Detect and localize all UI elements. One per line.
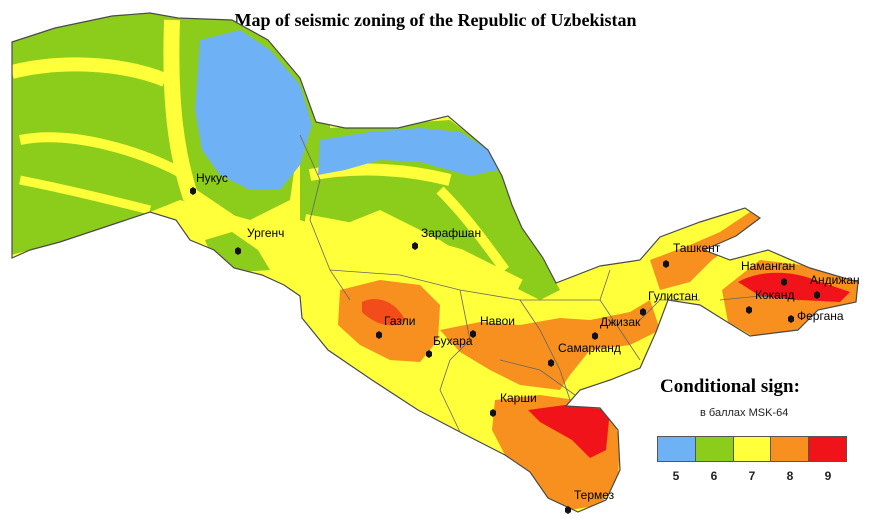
city-label: Фергана xyxy=(797,309,844,323)
legend-swatch-7 xyxy=(733,437,772,461)
zone-9-fergana xyxy=(738,272,850,302)
city-label: Карши xyxy=(500,391,537,405)
legend-label-6: 6 xyxy=(710,469,718,483)
zone-7-band-6 xyxy=(303,214,523,291)
legend-color-bar xyxy=(657,436,847,462)
city-marker-icon xyxy=(640,308,646,316)
zone-7-band-2 xyxy=(19,132,188,180)
city-gazli[interactable]: Газли xyxy=(376,314,415,339)
city-bukhara[interactable]: Бухара xyxy=(426,334,473,358)
legend-swatch-6 xyxy=(695,437,734,461)
zone-7-band-1 xyxy=(12,57,168,87)
city-marker-icon xyxy=(548,359,554,367)
city-marker-icon xyxy=(746,306,752,314)
city-navoi[interactable]: Навои xyxy=(470,314,515,338)
legend-label-7: 7 xyxy=(748,469,756,483)
city-markers: Нукус Ургенч Зарафшан Газли Навои Бухара xyxy=(190,171,860,514)
city-label: Газли xyxy=(384,314,415,328)
city-marker-icon xyxy=(470,330,476,338)
zone-9-south xyxy=(528,405,610,458)
city-urgench[interactable]: Ургенч xyxy=(235,226,284,255)
city-karshi[interactable]: Карши xyxy=(490,391,537,417)
legend-swatch-5 xyxy=(658,437,696,461)
city-samarkand[interactable]: Самарканд xyxy=(548,341,621,367)
legend-label-9: 9 xyxy=(824,469,832,483)
zone-5-kyzylkum xyxy=(318,128,498,176)
city-marker-icon xyxy=(426,350,432,358)
city-tashkent[interactable]: Ташкент xyxy=(663,241,721,268)
legend-subtitle: в баллах MSK-64 xyxy=(700,407,789,419)
city-label: Гулистан xyxy=(648,289,698,303)
city-marker-icon xyxy=(235,247,241,255)
city-label: Андижан xyxy=(810,273,860,287)
city-label: Джизак xyxy=(600,315,641,329)
city-termez[interactable]: Термез xyxy=(565,488,615,514)
city-marker-icon xyxy=(190,187,196,195)
city-label: Навои xyxy=(480,314,515,328)
city-marker-icon xyxy=(565,506,571,514)
zone-7-band-7 xyxy=(436,186,510,273)
city-label: Коканд xyxy=(755,288,794,302)
city-marker-icon xyxy=(781,278,787,286)
city-marker-icon xyxy=(376,331,382,339)
legend-label-5: 5 xyxy=(672,469,680,483)
country-border xyxy=(11,12,859,513)
city-marker-icon xyxy=(490,409,496,417)
city-label: Термез xyxy=(574,488,615,502)
city-marker-icon xyxy=(788,315,794,323)
city-label: Бухара xyxy=(433,334,473,348)
zone-5-aral xyxy=(195,30,312,190)
legend-swatch-9 xyxy=(809,437,846,461)
city-label: Зарафшан xyxy=(421,226,481,240)
legend-title: Conditional sign: xyxy=(660,376,800,397)
city-marker-icon xyxy=(412,242,418,250)
city-andijan[interactable]: Андижан xyxy=(810,273,860,299)
city-label: Самарканд xyxy=(558,341,621,355)
zone-9-gazli xyxy=(362,299,405,326)
legend-labels: 5 6 7 8 9 xyxy=(657,469,847,483)
city-label: Ургенч xyxy=(247,226,284,240)
city-jizzakh[interactable]: Джизак xyxy=(592,315,641,340)
city-marker-icon xyxy=(592,332,598,340)
zone-7-band-3 xyxy=(19,175,152,215)
zone-7-band-4 xyxy=(163,19,235,229)
city-nukus[interactable]: Нукус xyxy=(190,171,228,195)
region-boundaries xyxy=(299,134,801,433)
legend-label-8: 8 xyxy=(786,469,794,483)
city-fergana[interactable]: Фергана xyxy=(788,309,844,323)
city-label: Наманган xyxy=(741,259,795,273)
city-kokand[interactable]: Коканд xyxy=(746,288,794,314)
city-label: Нукус xyxy=(196,171,228,185)
zone-8-samarkand xyxy=(440,300,660,390)
map-title: Map of seismic zoning of the Republic of… xyxy=(234,10,637,30)
city-zarafshan[interactable]: Зарафшан xyxy=(412,226,481,250)
city-namangan[interactable]: Наманган xyxy=(741,259,795,286)
city-label: Ташкент xyxy=(673,241,721,255)
city-marker-icon xyxy=(814,291,820,299)
legend-swatch-8 xyxy=(771,437,810,461)
city-gulistan[interactable]: Гулистан xyxy=(640,289,698,316)
city-marker-icon xyxy=(663,260,669,268)
